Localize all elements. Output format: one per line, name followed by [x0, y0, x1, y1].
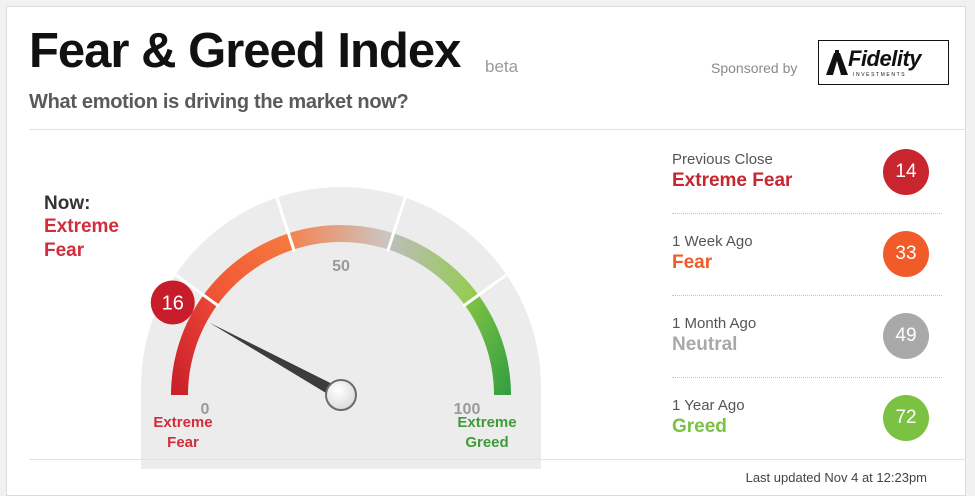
- page-subtitle: What emotion is driving the market now?: [29, 91, 409, 113]
- gauge-hub: [325, 379, 357, 411]
- history-score-badge: 49: [883, 313, 929, 359]
- history-label: Previous Close: [672, 151, 773, 168]
- gauge-band-greed: [388, 233, 479, 306]
- gauge-bands: [171, 225, 511, 395]
- history-sentiment: Extreme Fear: [672, 170, 793, 191]
- history-label: 1 Week Ago: [672, 233, 753, 250]
- history-divider: [672, 377, 942, 378]
- history-item-previous-close: Previous Close Extreme Fear 14: [657, 143, 957, 225]
- now-score: 16: [162, 293, 184, 315]
- beta-badge: beta: [485, 57, 519, 76]
- header-divider: [29, 129, 965, 130]
- gauge-separator: [170, 270, 220, 308]
- sponsor-logo-text: Fidelity: [848, 46, 922, 71]
- history-divider: [672, 295, 942, 296]
- gauge-extreme-greed-label: Extreme Greed: [457, 414, 517, 451]
- history-score-badge: 14: [883, 149, 929, 195]
- history-sentiment: Neutral: [672, 334, 738, 355]
- footer-divider: [29, 459, 965, 460]
- gauge-min-label: 0: [201, 401, 210, 418]
- fidelity-logo-icon: [826, 50, 848, 75]
- gauge-band-extreme-fear: [171, 295, 218, 395]
- history-item-1-year-ago: 1 Year Ago Greed 72: [657, 389, 957, 471]
- history-item-1-month-ago: 1 Month Ago Neutral 49: [657, 307, 957, 389]
- fear-greed-widget: Fear & Greed Index beta What emotion is …: [6, 6, 966, 496]
- gauge-extreme-fear-label: Extreme Fear: [153, 414, 213, 451]
- gauge-band-fear: [203, 233, 294, 306]
- gauge-separator: [462, 270, 512, 308]
- history-label: 1 Month Ago: [672, 315, 757, 332]
- sponsor-logo-subtext: INVESTMENTS: [853, 72, 907, 78]
- fear-greed-gauge: 0 50 100 16: [141, 187, 541, 469]
- history-sentiment: Fear: [672, 252, 713, 273]
- history-score-badge: 72: [883, 395, 929, 441]
- gauge-band-neutral: [288, 225, 394, 250]
- history-divider: [672, 213, 942, 214]
- sponsored-label: Sponsored by: [711, 60, 798, 76]
- gauge-band-extreme-greed: [464, 295, 511, 395]
- gauge-background: [141, 187, 541, 469]
- history-item-1-week-ago: 1 Week Ago Fear 33: [657, 225, 957, 307]
- gauge-max-label: 100: [454, 401, 481, 418]
- now-label: Now:: [44, 193, 91, 214]
- history-label: 1 Year Ago: [672, 397, 745, 414]
- gauge-needle: [209, 322, 344, 401]
- now-sentiment: Extreme Fear: [44, 216, 119, 261]
- last-updated: Last updated Nov 4 at 12:23pm: [745, 470, 927, 485]
- gauge-separator: [274, 194, 296, 252]
- gauge-separators: [170, 194, 512, 308]
- gauge-mid-label: 50: [332, 258, 350, 275]
- page-title: Fear & Greed Index: [29, 24, 461, 78]
- gauge-separator: [386, 194, 408, 252]
- history-score-badge: 33: [883, 231, 929, 277]
- now-score-bubble: [150, 280, 195, 325]
- sponsor-logo[interactable]: Fidelity INVESTMENTS: [818, 40, 949, 85]
- history-sentiment: Greed: [672, 416, 727, 437]
